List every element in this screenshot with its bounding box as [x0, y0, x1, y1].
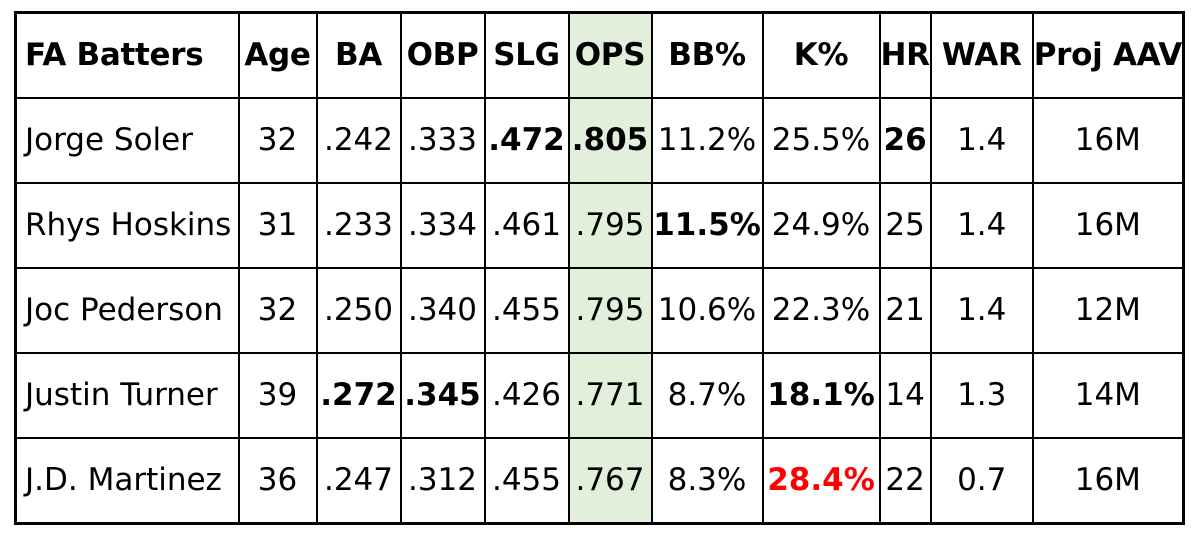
- cell-k-pct: 25.5%: [761, 97, 881, 184]
- cell-slg: .455: [483, 267, 570, 354]
- cell-ba: .242: [315, 97, 402, 184]
- cell-proj-aav: 16M: [1031, 437, 1185, 525]
- cell-hr: 25: [878, 182, 932, 269]
- table-row: Justin Turner 39.272.345.426.771 8.7% 18.1%…: [14, 352, 1185, 439]
- cell-bb-pct: 11.5%: [650, 182, 764, 269]
- column-header-ops: OPS: [567, 11, 653, 99]
- cell-age: 36: [237, 437, 318, 525]
- cell-war: 1.4: [929, 97, 1034, 184]
- header-row: FA Batters Age BA OBP SLG OPS BB% K% HR …: [14, 11, 1185, 99]
- cell-proj-aav: 14M: [1031, 352, 1185, 439]
- cell-age: 31: [237, 182, 318, 269]
- cell-age: 39: [237, 352, 318, 439]
- cell-age: 32: [237, 97, 318, 184]
- column-header-fa-batters: FA Batters: [14, 11, 240, 99]
- cell-k-pct: 28.4%: [761, 437, 881, 525]
- cell-proj-aav: 16M: [1031, 182, 1185, 269]
- cell-name: Rhys Hoskins: [14, 182, 240, 269]
- cell-hr: 26: [878, 97, 932, 184]
- cell-name: Justin Turner: [14, 352, 240, 439]
- column-header-k-pct: K%: [761, 11, 881, 99]
- cell-ba: .233: [315, 182, 402, 269]
- cell-bb-pct: 8.7%: [650, 352, 764, 439]
- cell-ba: .272: [315, 352, 402, 439]
- column-header-age: Age: [237, 11, 318, 99]
- table-body: Jorge Soler 32.242.333.472.805 11.2% 25.5% 2…: [14, 97, 1185, 525]
- cell-k-pct: 18.1%: [761, 352, 881, 439]
- cell-obp: .340: [399, 267, 486, 354]
- table-row: Jorge Soler 32.242.333.472.805 11.2% 25.5% 2…: [14, 97, 1185, 184]
- cell-k-pct: 22.3%: [761, 267, 881, 354]
- fa-batters-table: FA Batters Age BA OBP SLG OPS BB% K% HR …: [14, 11, 1185, 525]
- cell-ops: .767: [567, 437, 653, 525]
- cell-war: 1.3: [929, 352, 1034, 439]
- cell-slg: .461: [483, 182, 570, 269]
- cell-proj-aav: 16M: [1031, 97, 1185, 184]
- column-header-proj-aav: Proj AAV: [1031, 11, 1185, 99]
- cell-obp: .334: [399, 182, 486, 269]
- cell-proj-aav: 12M: [1031, 267, 1185, 354]
- cell-name: J.D. Martinez: [14, 437, 240, 525]
- column-header-slg: SLG: [483, 11, 570, 99]
- cell-hr: 14: [878, 352, 932, 439]
- table-row: Rhys Hoskins 31.233.334.461.795 11.5% 24.9%…: [14, 182, 1185, 269]
- table-row: Joc Pederson 32.250.340.455.795 10.6% 22.3%…: [14, 267, 1185, 354]
- cell-war: 1.4: [929, 182, 1034, 269]
- cell-war: 0.7: [929, 437, 1034, 525]
- cell-obp: .345: [399, 352, 486, 439]
- column-header-hr: HR: [878, 11, 932, 99]
- column-header-ba: BA: [315, 11, 402, 99]
- cell-ba: .250: [315, 267, 402, 354]
- cell-obp: .333: [399, 97, 486, 184]
- table-row: J.D. Martinez 36.247.312.455.767 8.3% 28.4%…: [14, 437, 1185, 525]
- cell-bb-pct: 10.6%: [650, 267, 764, 354]
- cell-k-pct: 24.9%: [761, 182, 881, 269]
- cell-slg: .455: [483, 437, 570, 525]
- column-header-war: WAR: [929, 11, 1034, 99]
- cell-ops: .805: [567, 97, 653, 184]
- cell-ops: .795: [567, 182, 653, 269]
- cell-slg: .472: [483, 97, 570, 184]
- cell-ops: .795: [567, 267, 653, 354]
- cell-war: 1.4: [929, 267, 1034, 354]
- cell-hr: 22: [878, 437, 932, 525]
- cell-name: Jorge Soler: [14, 97, 240, 184]
- cell-slg: .426: [483, 352, 570, 439]
- column-header-bb-pct: BB%: [650, 11, 764, 99]
- cell-name: Joc Pederson: [14, 267, 240, 354]
- cell-ba: .247: [315, 437, 402, 525]
- cell-bb-pct: 8.3%: [650, 437, 764, 525]
- cell-age: 32: [237, 267, 318, 354]
- cell-ops: .771: [567, 352, 653, 439]
- column-header-obp: OBP: [399, 11, 486, 99]
- cell-obp: .312: [399, 437, 486, 525]
- cell-bb-pct: 11.2%: [650, 97, 764, 184]
- cell-hr: 21: [878, 267, 932, 354]
